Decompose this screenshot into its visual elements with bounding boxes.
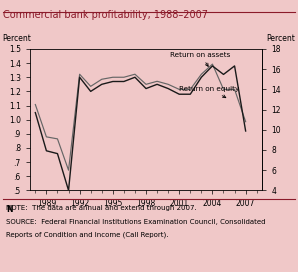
Text: Percent: Percent (2, 34, 31, 43)
Text: Commercial bank profitability, 1988–2007: Commercial bank profitability, 1988–2007 (3, 10, 208, 20)
Text: Return on equity: Return on equity (179, 86, 240, 98)
Text: Percent: Percent (266, 34, 295, 43)
Text: SOURCE:  Federal Financial Institutions Examination Council, Consolidated: SOURCE: Federal Financial Institutions E… (6, 219, 266, 225)
Text: N: N (6, 205, 13, 214)
Text: Return on assets: Return on assets (170, 52, 231, 66)
Text: NOTE:  The data are annual and extend through 2007.: NOTE: The data are annual and extend thr… (6, 205, 197, 211)
Text: Reports of Condition and Income (Call Report).: Reports of Condition and Income (Call Re… (6, 232, 168, 238)
